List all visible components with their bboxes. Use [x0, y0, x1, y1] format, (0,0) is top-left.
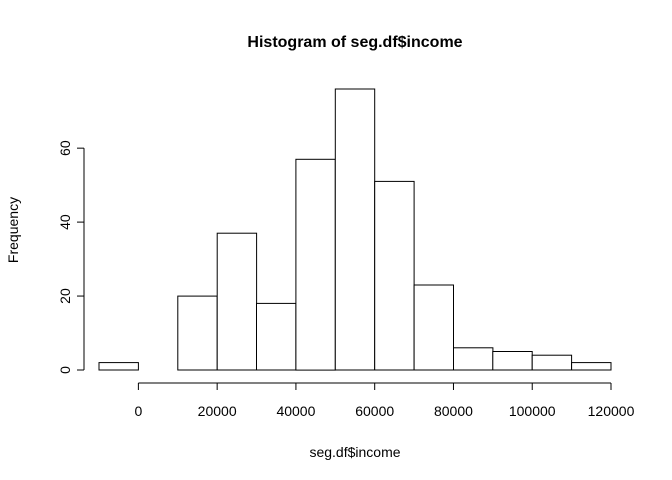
- y-tick-label: 20: [57, 288, 73, 304]
- x-tick-label: 20000: [198, 403, 237, 419]
- y-tick-label: 60: [57, 140, 73, 156]
- histogram-bar: [177, 295, 218, 371]
- histogram-bar: [374, 180, 415, 371]
- histogram-bar: [295, 158, 336, 371]
- x-tick-label: 100000: [509, 403, 556, 419]
- x-tick-label: 40000: [276, 403, 315, 419]
- x-tick-label: 60000: [355, 403, 394, 419]
- y-axis: 0 20 40 60: [57, 140, 85, 374]
- x-tick-label: 0: [134, 403, 142, 419]
- histogram-bar: [531, 354, 573, 371]
- y-tick-label: 40: [57, 214, 73, 230]
- bars-group: [98, 88, 612, 371]
- histogram-bar: [453, 347, 494, 371]
- x-tick-label: 120000: [588, 403, 635, 419]
- histogram-bar: [413, 284, 455, 371]
- histogram-bar: [492, 351, 533, 371]
- histogram-bar: [98, 362, 139, 371]
- y-tick-label: 0: [57, 366, 73, 374]
- x-axis: 0 20000 40000 60000 80000 100000 120000: [134, 382, 635, 419]
- histogram-bar: [256, 302, 297, 371]
- x-tick-label: 80000: [434, 403, 473, 419]
- x-axis-label: seg.df$income: [309, 444, 400, 460]
- chart-title: Histogram of seg.df$income: [247, 34, 462, 51]
- histogram-bar: [334, 88, 376, 371]
- histogram-bar: [216, 232, 258, 371]
- histogram-bar: [571, 362, 612, 371]
- y-axis-label: Frequency: [5, 197, 21, 263]
